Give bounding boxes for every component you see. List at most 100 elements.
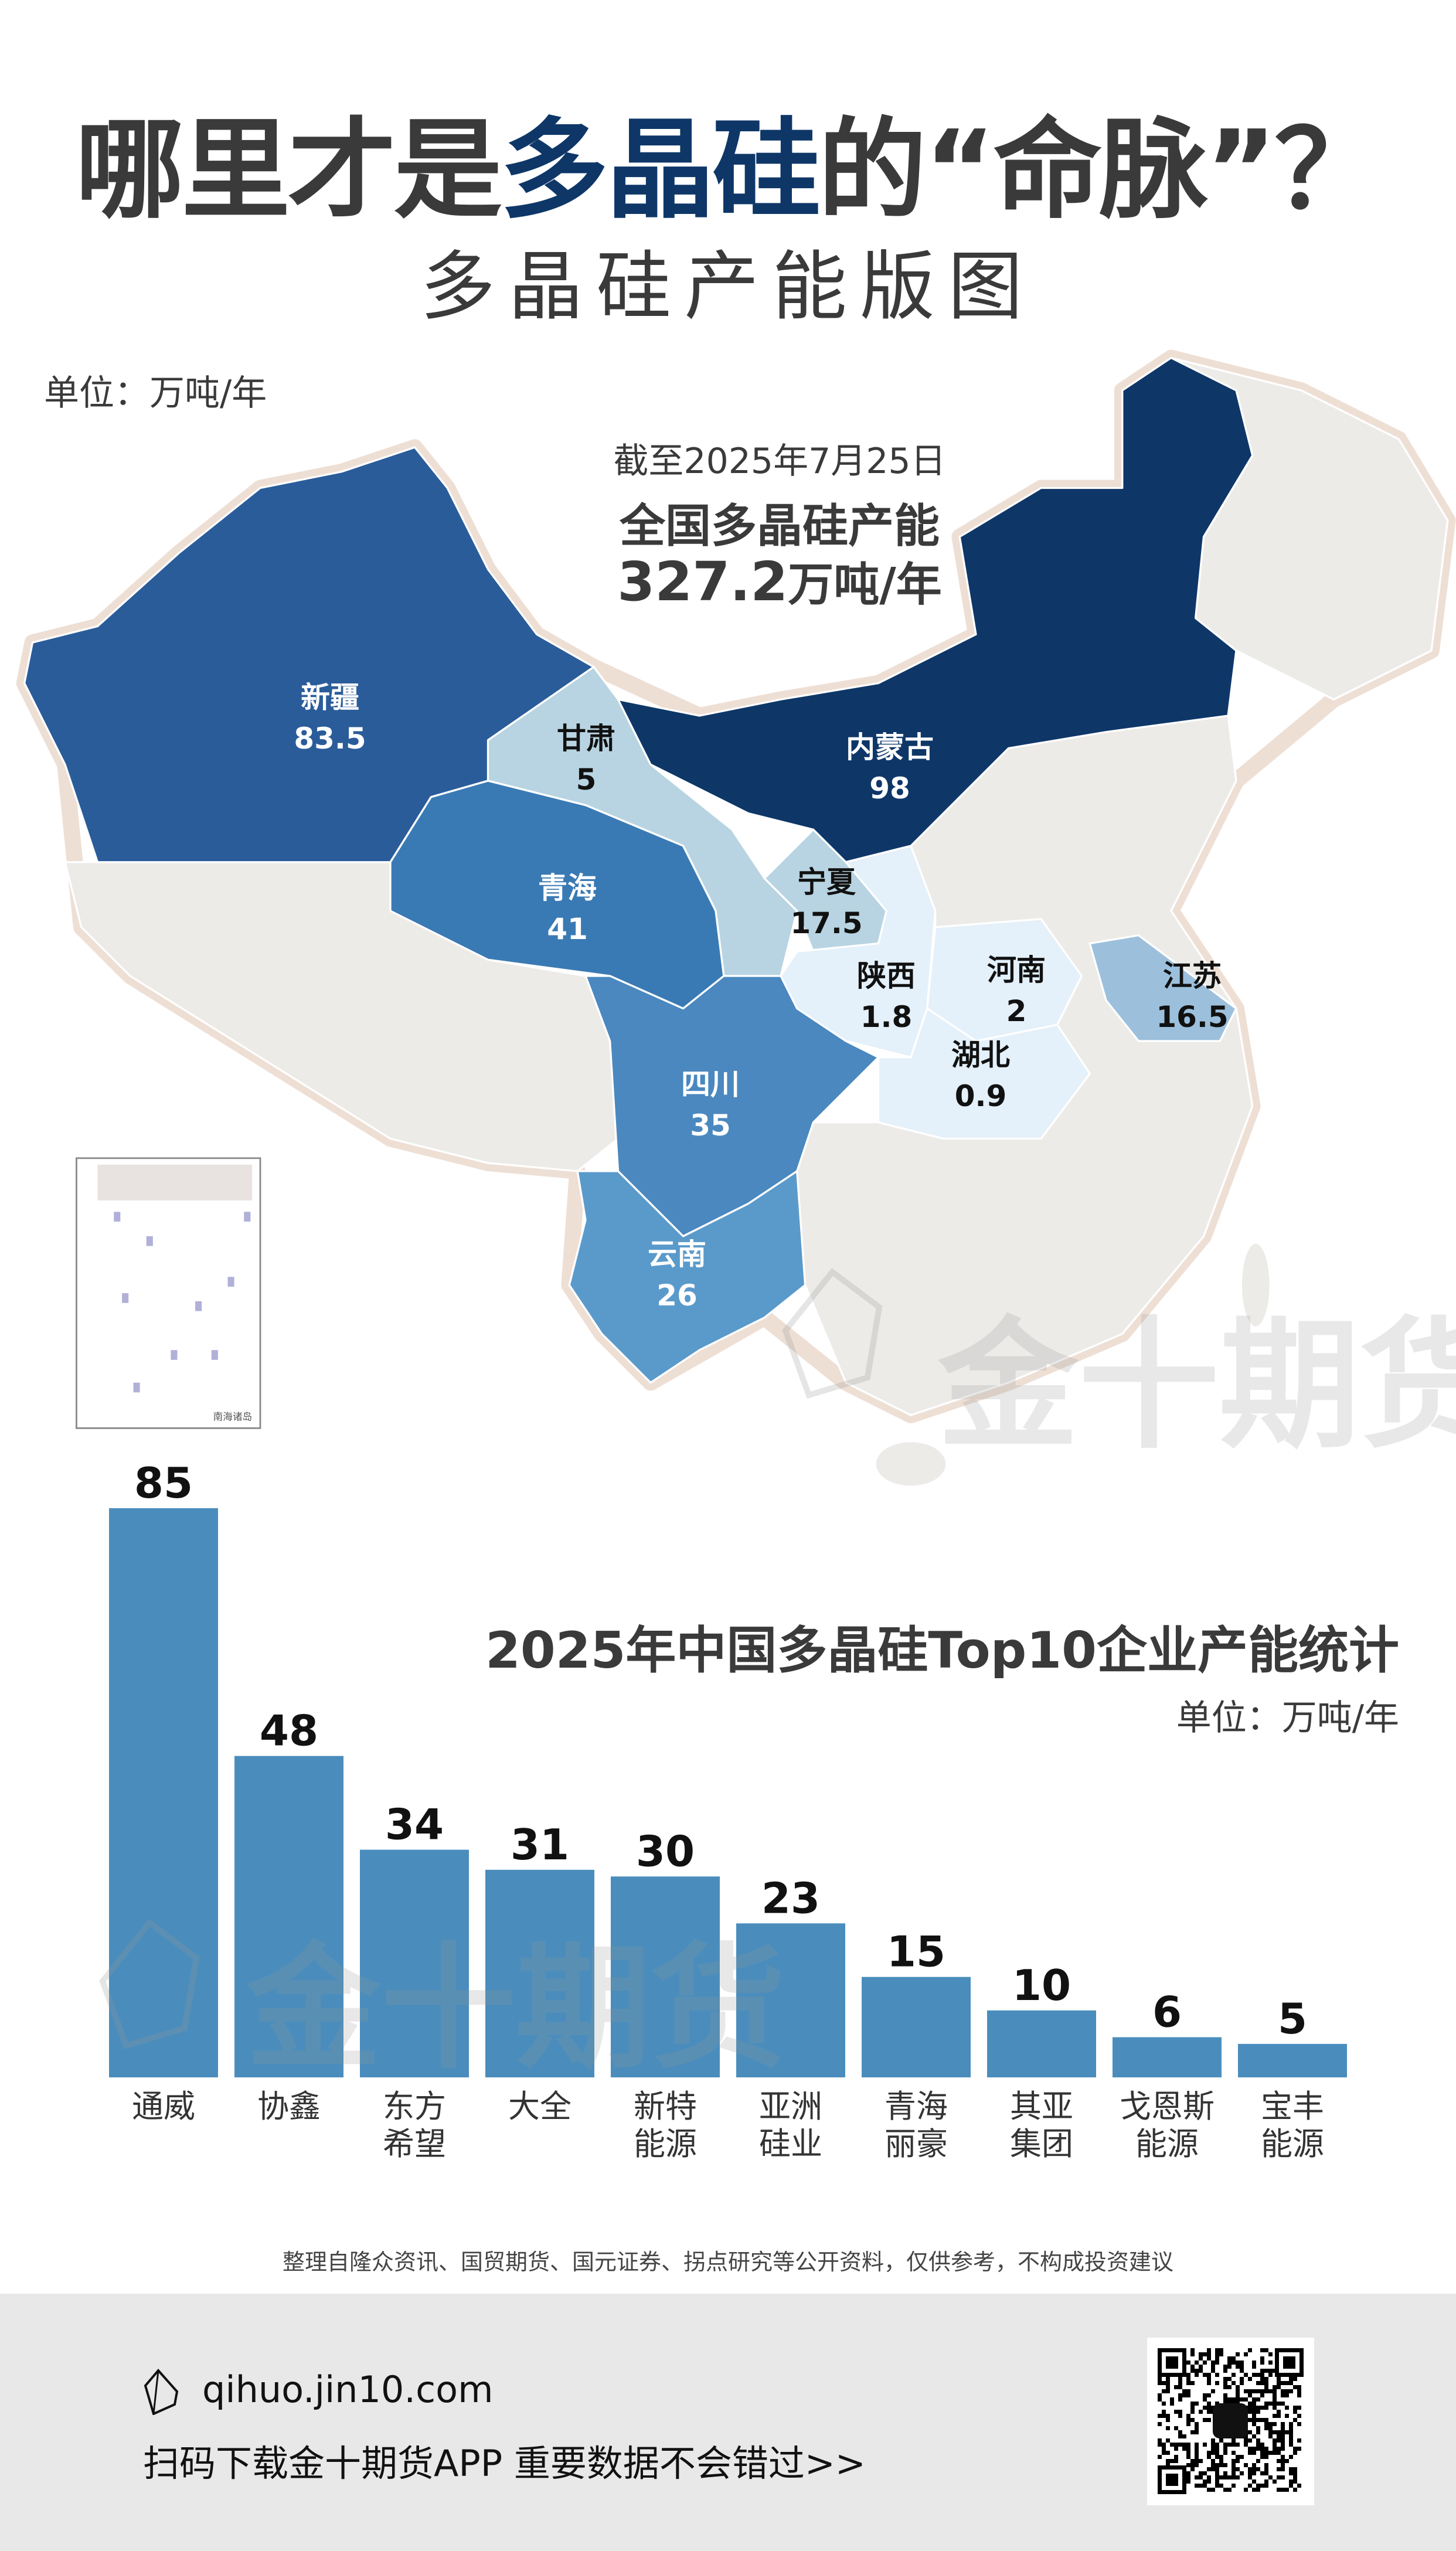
category-label: 戈恩斯 [1120,2088,1215,2125]
province-name: 青海 [538,871,597,905]
title-part2: 的“命脉”？ [818,107,1383,233]
page-title: 哪里才是多晶硅的“命脉”？ [0,82,1456,239]
province-label: 江苏 16.5 [1156,955,1228,1038]
province-name: 四川 [681,1067,740,1101]
province-label: 四川 35 [681,1064,740,1146]
total-value: 327.2 [617,550,788,613]
province-name: 宁夏 [797,865,856,899]
category-label: 协鑫 [257,2088,321,2125]
category-label: 东方 [383,2088,446,2125]
category-label: 亚洲 [759,2088,822,2125]
region-hainan [874,1440,948,1488]
bar-value-label: 6 [1152,1987,1182,2036]
bar-value-label: 30 [636,1826,695,1876]
bar-value-label: 5 [1278,1994,1307,2043]
total-unit: 万吨/年 [788,559,942,611]
bar-value-label: 23 [761,1873,820,1923]
province-value: 17.5 [790,906,863,940]
province-name: 云南 [648,1237,706,1271]
bar [1113,2037,1222,2077]
map-unit: 单位：万吨/年 [44,373,267,414]
logo-watermark-icon [782,1268,883,1399]
region-yunnan [568,1170,807,1384]
category-label: 能源 [634,2125,697,2162]
category-label: 丽豪 [885,2125,948,2162]
province-label: 陕西 1.8 [857,955,916,1038]
region-hubei [877,1007,1091,1140]
logo-watermark-icon [99,1919,200,2050]
china-map: 南海诸岛 [16,349,1456,1488]
category-label: 能源 [1135,2125,1199,2162]
province-value: 2 [1006,994,1027,1028]
title-part1: 哪里才是 [75,107,502,233]
category-label: 希望 [383,2125,446,2162]
province-label: 青海 41 [538,868,597,950]
chart-unit: 单位：万吨/年 [1176,1698,1399,1739]
bar [234,1756,343,2077]
bar [736,1923,845,2077]
page-subtitle: 多晶硅产能版图 [420,243,1036,331]
province-value: 0.9 [954,1079,1007,1113]
province-name: 江苏 [1163,959,1222,993]
bar [360,1849,469,2077]
province-label: 内蒙古 98 [846,727,934,809]
province-label: 云南 26 [648,1234,706,1316]
bar-value-label: 48 [260,1706,318,1756]
watermark-map: 金十期货 [938,1304,1456,1468]
province-label: 甘肃 5 [557,718,615,800]
bar [611,1876,720,2077]
bar-value-label: 34 [385,1800,444,1849]
province-label: 河南 2 [987,950,1046,1032]
bar-value-label: 85 [134,1458,193,1508]
bar [862,1977,971,2077]
category-label: 青海 [885,2088,948,2125]
category-label: 集团 [1010,2125,1073,2162]
inset-label: 南海诸岛 [213,1411,253,1423]
category-label: 能源 [1261,2125,1324,2162]
province-value: 5 [576,763,597,797]
province-label: 宁夏 17.5 [790,862,862,944]
bar [1238,2043,1347,2077]
province-value: 98 [869,771,910,805]
bar-value-label: 15 [887,1927,945,1977]
site-link[interactable]: qihuo.jin10.com [202,2368,494,2411]
national-capacity-label: 全国多晶硅产能 [619,500,940,553]
bar-value-label: 10 [1012,1961,1071,2010]
province-value: 83.5 [294,722,366,756]
province-value: 35 [690,1108,731,1142]
province-name: 新疆 [301,681,359,715]
category-label: 宝丰 [1261,2088,1324,2125]
category-label: 其亚 [1010,2088,1073,2125]
bar [109,1508,218,2077]
as-of-date: 截至2025年7月25日 [613,441,946,482]
province-name: 甘肃 [557,722,615,756]
province-value: 26 [656,1278,698,1312]
province-label: 新疆 83.5 [294,677,366,759]
province-name: 河南 [987,953,1046,987]
category-label: 大全 [508,2088,571,2125]
bar-value-label: 31 [511,1820,569,1869]
region-qinghai [389,780,725,1010]
watermark-chart: 金十期货 [246,1931,786,2087]
download-slogan: 扫码下载金十期货APP 重要数据不会错过>> [143,2442,866,2485]
chart-title: 2025年中国多晶硅Top10企业产能统计 [485,1621,1399,1680]
province-value: 41 [547,912,588,946]
source-note: 整理自隆众资讯、国贸期货、国元证券、拐点研究等公开资料，仅供参考，不构成投资建议 [282,2249,1173,2275]
region-taiwan [1240,1242,1271,1329]
qr-code-image [1158,2348,1304,2494]
south-china-sea-inset: 南海诸岛 [76,1157,261,1429]
bar [987,2010,1096,2077]
region-jiangsu [1088,934,1237,1042]
category-label: 通威 [132,2088,195,2125]
province-value: 1.8 [860,1000,913,1034]
province-value: 16.5 [1156,1000,1229,1034]
bar [485,1869,594,2077]
title-highlight: 多晶硅 [499,107,821,233]
jin10-logo-icon [144,2368,179,2415]
qr-code[interactable] [1147,2338,1314,2505]
national-capacity-total: 327.2万吨/年 [0,548,1456,614]
province-name: 陕西 [857,959,916,993]
category-label: 新特 [634,2088,697,2125]
province-label: 湖北 0.9 [951,1035,1010,1117]
